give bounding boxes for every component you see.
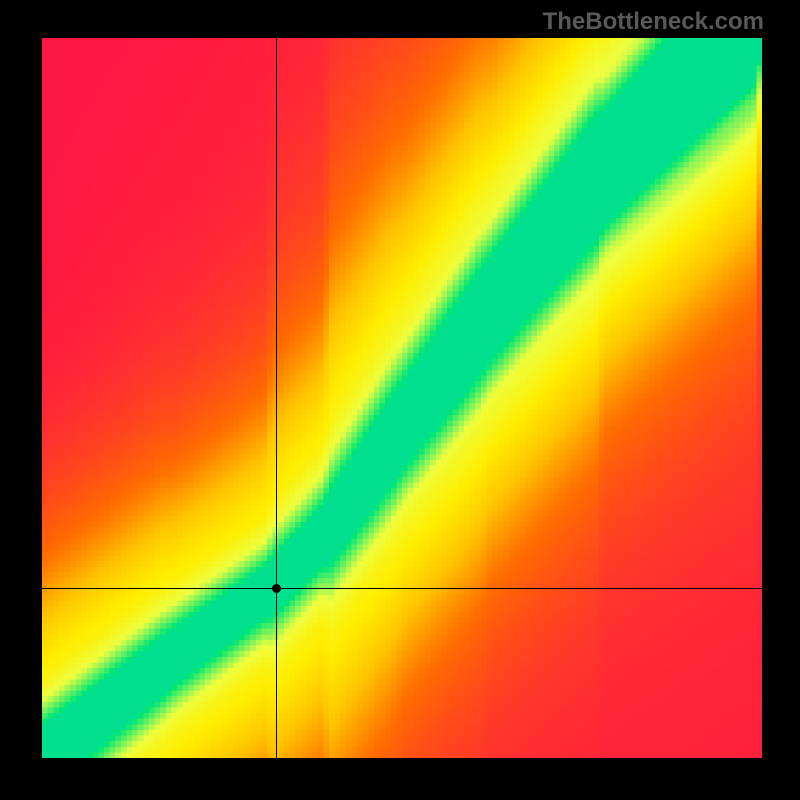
watermark-text: TheBottleneck.com <box>543 8 764 36</box>
crosshair-vertical <box>276 38 277 758</box>
chart-container: TheBottleneck.com <box>0 0 800 800</box>
selected-point-marker <box>272 584 281 593</box>
crosshair-horizontal <box>42 588 762 589</box>
bottleneck-heatmap <box>42 38 762 758</box>
